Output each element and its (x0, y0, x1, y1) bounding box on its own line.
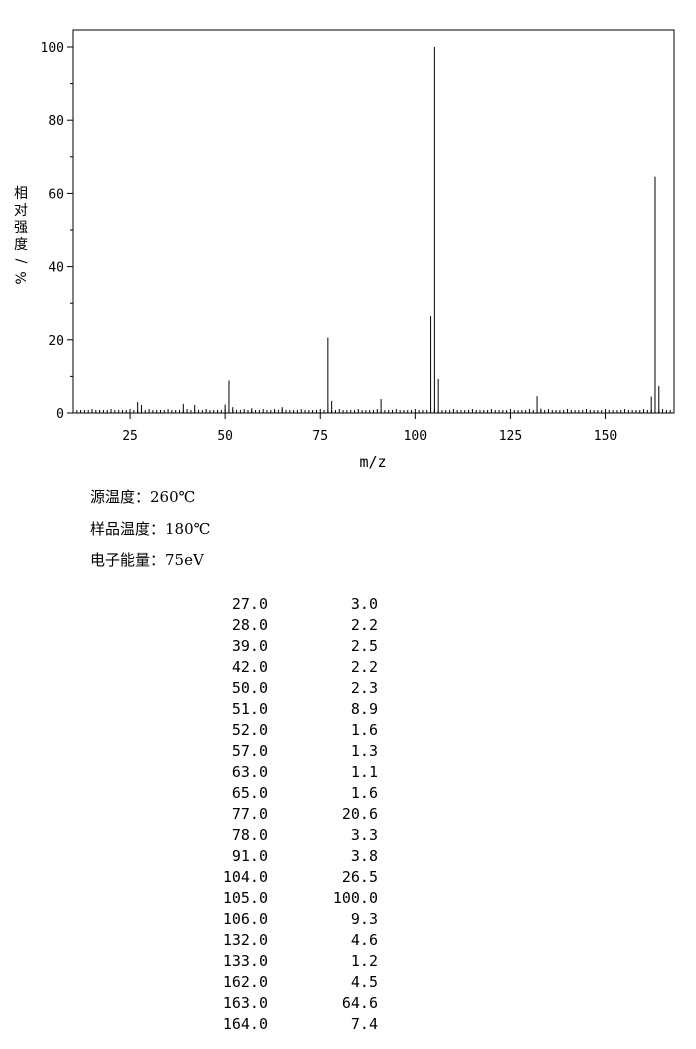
intensity-cell: 1.6 (350, 721, 378, 739)
y-label-char: 对 (14, 203, 28, 219)
mz-cell: 27.0 (231, 595, 268, 613)
table-row: 42.0 2.2 (195, 657, 378, 678)
intensity-cell: 64.6 (341, 994, 378, 1012)
mz-cell: 163.0 (222, 994, 268, 1012)
mz-cell: 105.0 (222, 889, 268, 907)
mz-cell: 51.0 (231, 700, 268, 718)
x-tick-label: 125 (499, 429, 522, 444)
mz-cell: 133.0 (222, 952, 268, 970)
peak-table: 27.0 3.0 28.0 2.2 39.0 2.5 42.0 2.2 50.0 2.3 51.0 8… (195, 594, 378, 1035)
y-tick-label: 100 (41, 41, 64, 56)
x-tick-label: 150 (594, 429, 617, 444)
table-row: 104.0 26.5 (195, 867, 378, 888)
mz-cell: 164.0 (222, 1015, 268, 1033)
x-tick-label: 25 (122, 429, 138, 444)
sample-temperature: 样品温度：180℃ (90, 520, 211, 538)
intensity-cell: 7.4 (350, 1015, 378, 1033)
y-label-char: 强 (14, 220, 28, 236)
intensity-cell: 3.3 (350, 826, 378, 844)
y-label-char: 相 (14, 186, 28, 202)
y-label-char: % (14, 271, 30, 284)
y-tick-label: 40 (48, 261, 64, 276)
table-row: 133.0 1.2 (195, 951, 378, 972)
table-row: 91.0 3.8 (195, 846, 378, 867)
y-tick-label: 80 (48, 114, 64, 129)
intensity-cell: 1.6 (350, 784, 378, 802)
y-tick-label: 0 (56, 407, 64, 422)
table-row: 28.0 2.2 (195, 615, 378, 636)
plot-frame (72, 29, 675, 414)
table-row: 77.0 20.6 (195, 804, 378, 825)
x-tick-label: 100 (404, 429, 427, 444)
table-row: 65.0 1.6 (195, 783, 378, 804)
intensity-cell: 9.3 (350, 910, 378, 928)
mz-cell: 78.0 (231, 826, 268, 844)
intensity-cell: 4.6 (350, 931, 378, 949)
table-row: 57.0 1.3 (195, 741, 378, 762)
intensity-cell: 1.3 (350, 742, 378, 760)
intensity-cell: 26.5 (341, 868, 378, 886)
intensity-cell: 2.3 (350, 679, 378, 697)
y-tick-label: 20 (48, 334, 64, 349)
peak-bars (137, 47, 660, 413)
table-row: 163.0 64.6 (195, 993, 378, 1014)
x-axis-label: m/z (359, 453, 386, 471)
y-tick-label: 60 (48, 187, 64, 202)
mz-cell: 77.0 (231, 805, 268, 823)
table-row: 63.0 1.1 (195, 762, 378, 783)
mz-cell: 50.0 (231, 679, 268, 697)
minor-ticks (72, 409, 675, 413)
mz-cell: 106.0 (222, 910, 268, 928)
table-row: 106.0 9.3 (195, 909, 378, 930)
y-axis: 0 20 40 60 80 100 (41, 41, 73, 422)
intensity-cell: 2.2 (350, 616, 378, 634)
mz-cell: 52.0 (231, 721, 268, 739)
y-label-char: / (14, 258, 30, 263)
mz-cell: 162.0 (222, 973, 268, 991)
y-label-char: 度 (14, 237, 28, 253)
table-row: 162.0 4.5 (195, 972, 378, 993)
intensity-cell: 1.1 (350, 763, 378, 781)
mz-cell: 63.0 (231, 763, 268, 781)
source-temperature: 源温度：260℃ (90, 488, 196, 506)
table-row: 164.0 7.4 (195, 1014, 378, 1035)
intensity-cell: 3.8 (350, 847, 378, 865)
intensity-cell: 4.5 (350, 973, 378, 991)
mz-cell: 132.0 (222, 931, 268, 949)
intensity-cell: 1.2 (350, 952, 378, 970)
mz-cell: 39.0 (231, 637, 268, 655)
intensity-cell: 3.0 (350, 595, 378, 613)
x-tick-label: 75 (312, 429, 328, 444)
mz-cell: 42.0 (231, 658, 268, 676)
table-row: 105.0 100.0 (195, 888, 378, 909)
table-row: 50.0 2.3 (195, 678, 378, 699)
mz-cell: 65.0 (231, 784, 268, 802)
table-row: 39.0 2.5 (195, 636, 378, 657)
table-row: 52.0 1.6 (195, 720, 378, 741)
mz-cell: 57.0 (231, 742, 268, 760)
intensity-cell: 20.6 (341, 805, 378, 823)
intensity-cell: 2.2 (350, 658, 378, 676)
x-axis: 25 50 75 100 125 150 (122, 413, 617, 444)
electron-energy: 电子能量：75eV (90, 551, 204, 569)
x-tick-label: 50 (217, 429, 233, 444)
mz-cell: 91.0 (231, 847, 268, 865)
table-row: 132.0 4.6 (195, 930, 378, 951)
intensity-cell: 8.9 (350, 700, 378, 718)
table-row: 51.0 8.9 (195, 699, 378, 720)
intensity-cell: 100.0 (332, 889, 378, 907)
table-row: 27.0 3.0 (195, 594, 378, 615)
table-row: 78.0 3.3 (195, 825, 378, 846)
intensity-cell: 2.5 (350, 637, 378, 655)
mz-cell: 28.0 (231, 616, 268, 634)
mz-cell: 104.0 (222, 868, 268, 886)
